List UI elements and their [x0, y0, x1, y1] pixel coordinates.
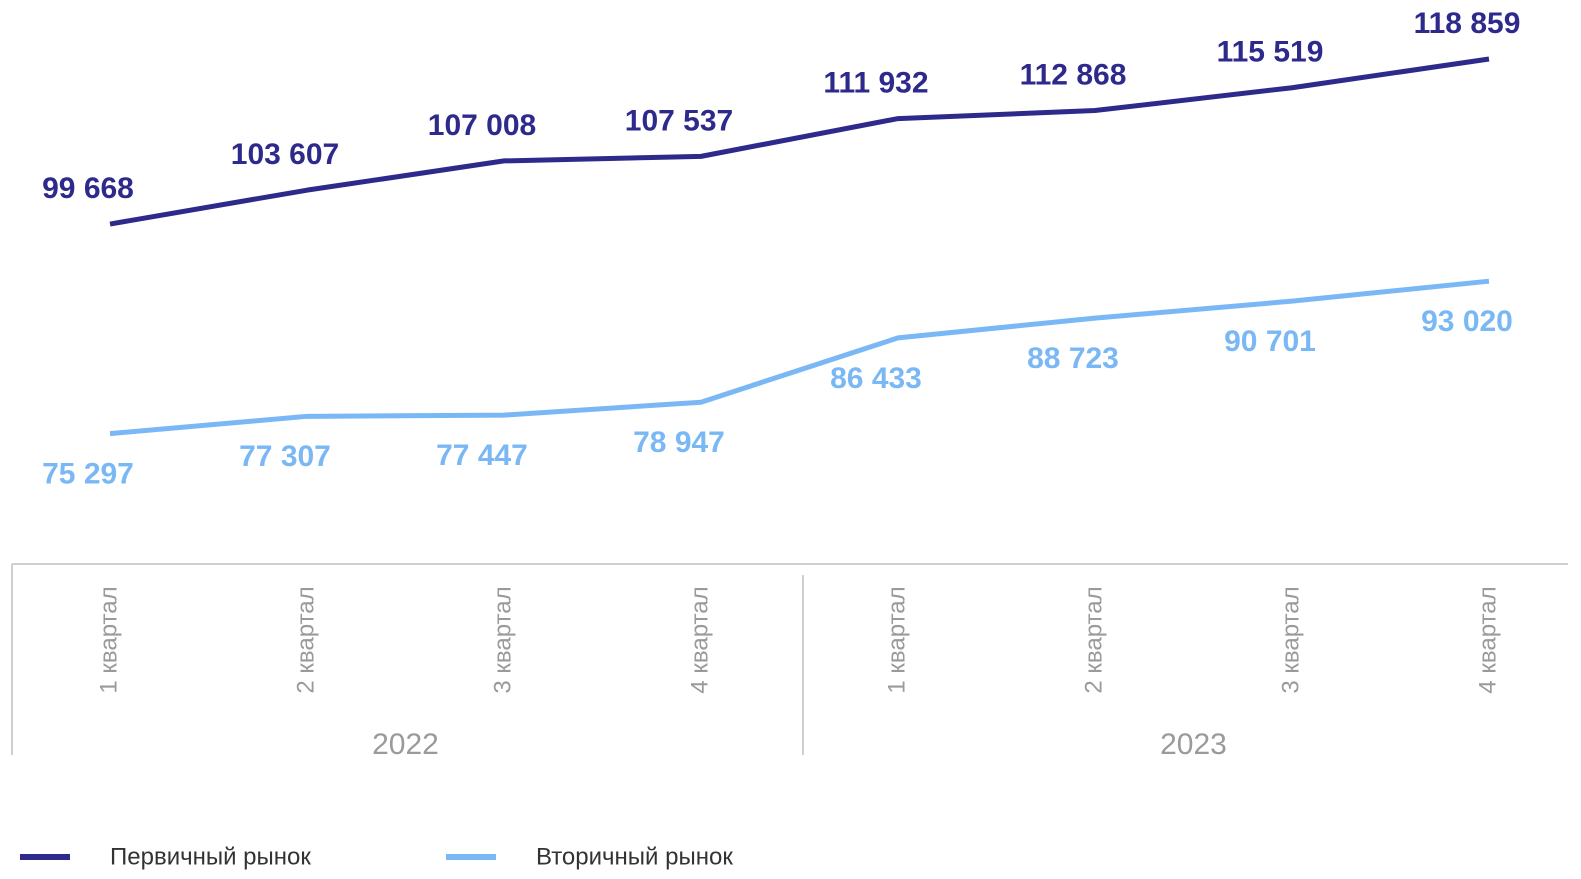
data-label: 90 701 [1224, 325, 1316, 358]
data-label: 111 932 [823, 66, 928, 99]
data-label: 77 307 [239, 440, 331, 473]
x-tick-label: 1 квартал [883, 586, 910, 693]
legend-label: Вторичный рынок [536, 843, 733, 870]
x-tick-label: 3 квартал [489, 586, 516, 693]
data-label: 103 607 [231, 138, 339, 171]
data-label: 75 297 [42, 458, 134, 491]
group-label: 2022 [372, 728, 439, 761]
x-tick-label: 2 квартал [1080, 586, 1107, 693]
data-label: 77 447 [436, 439, 528, 472]
x-tick-label: 4 квартал [1474, 586, 1501, 693]
x-tick-label: 1 квартал [95, 586, 122, 693]
data-label: 86 433 [830, 362, 922, 395]
data-label: 107 537 [625, 104, 733, 137]
data-label: 93 020 [1421, 305, 1513, 338]
data-label: 88 723 [1027, 342, 1119, 375]
data-label: 112 868 [1020, 58, 1127, 91]
series-line [109, 56, 1490, 227]
data-label: 118 859 [1414, 7, 1521, 40]
group-label: 2023 [1160, 728, 1227, 761]
data-label: 78 947 [633, 426, 725, 459]
data-label: 115 519 [1217, 36, 1324, 69]
data-label: 107 008 [428, 109, 536, 142]
legend-label: Первичный рынок [110, 843, 311, 870]
data-label: 99 668 [42, 172, 134, 205]
x-tick-label: 2 квартал [292, 586, 319, 693]
series-line [109, 278, 1490, 437]
x-tick-label: 3 квартал [1277, 586, 1304, 693]
x-tick-label: 4 квартал [686, 586, 713, 693]
